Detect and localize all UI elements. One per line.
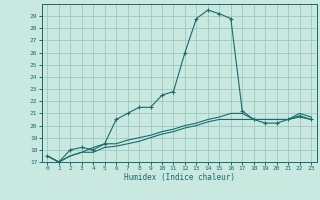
X-axis label: Humidex (Indice chaleur): Humidex (Indice chaleur) bbox=[124, 173, 235, 182]
